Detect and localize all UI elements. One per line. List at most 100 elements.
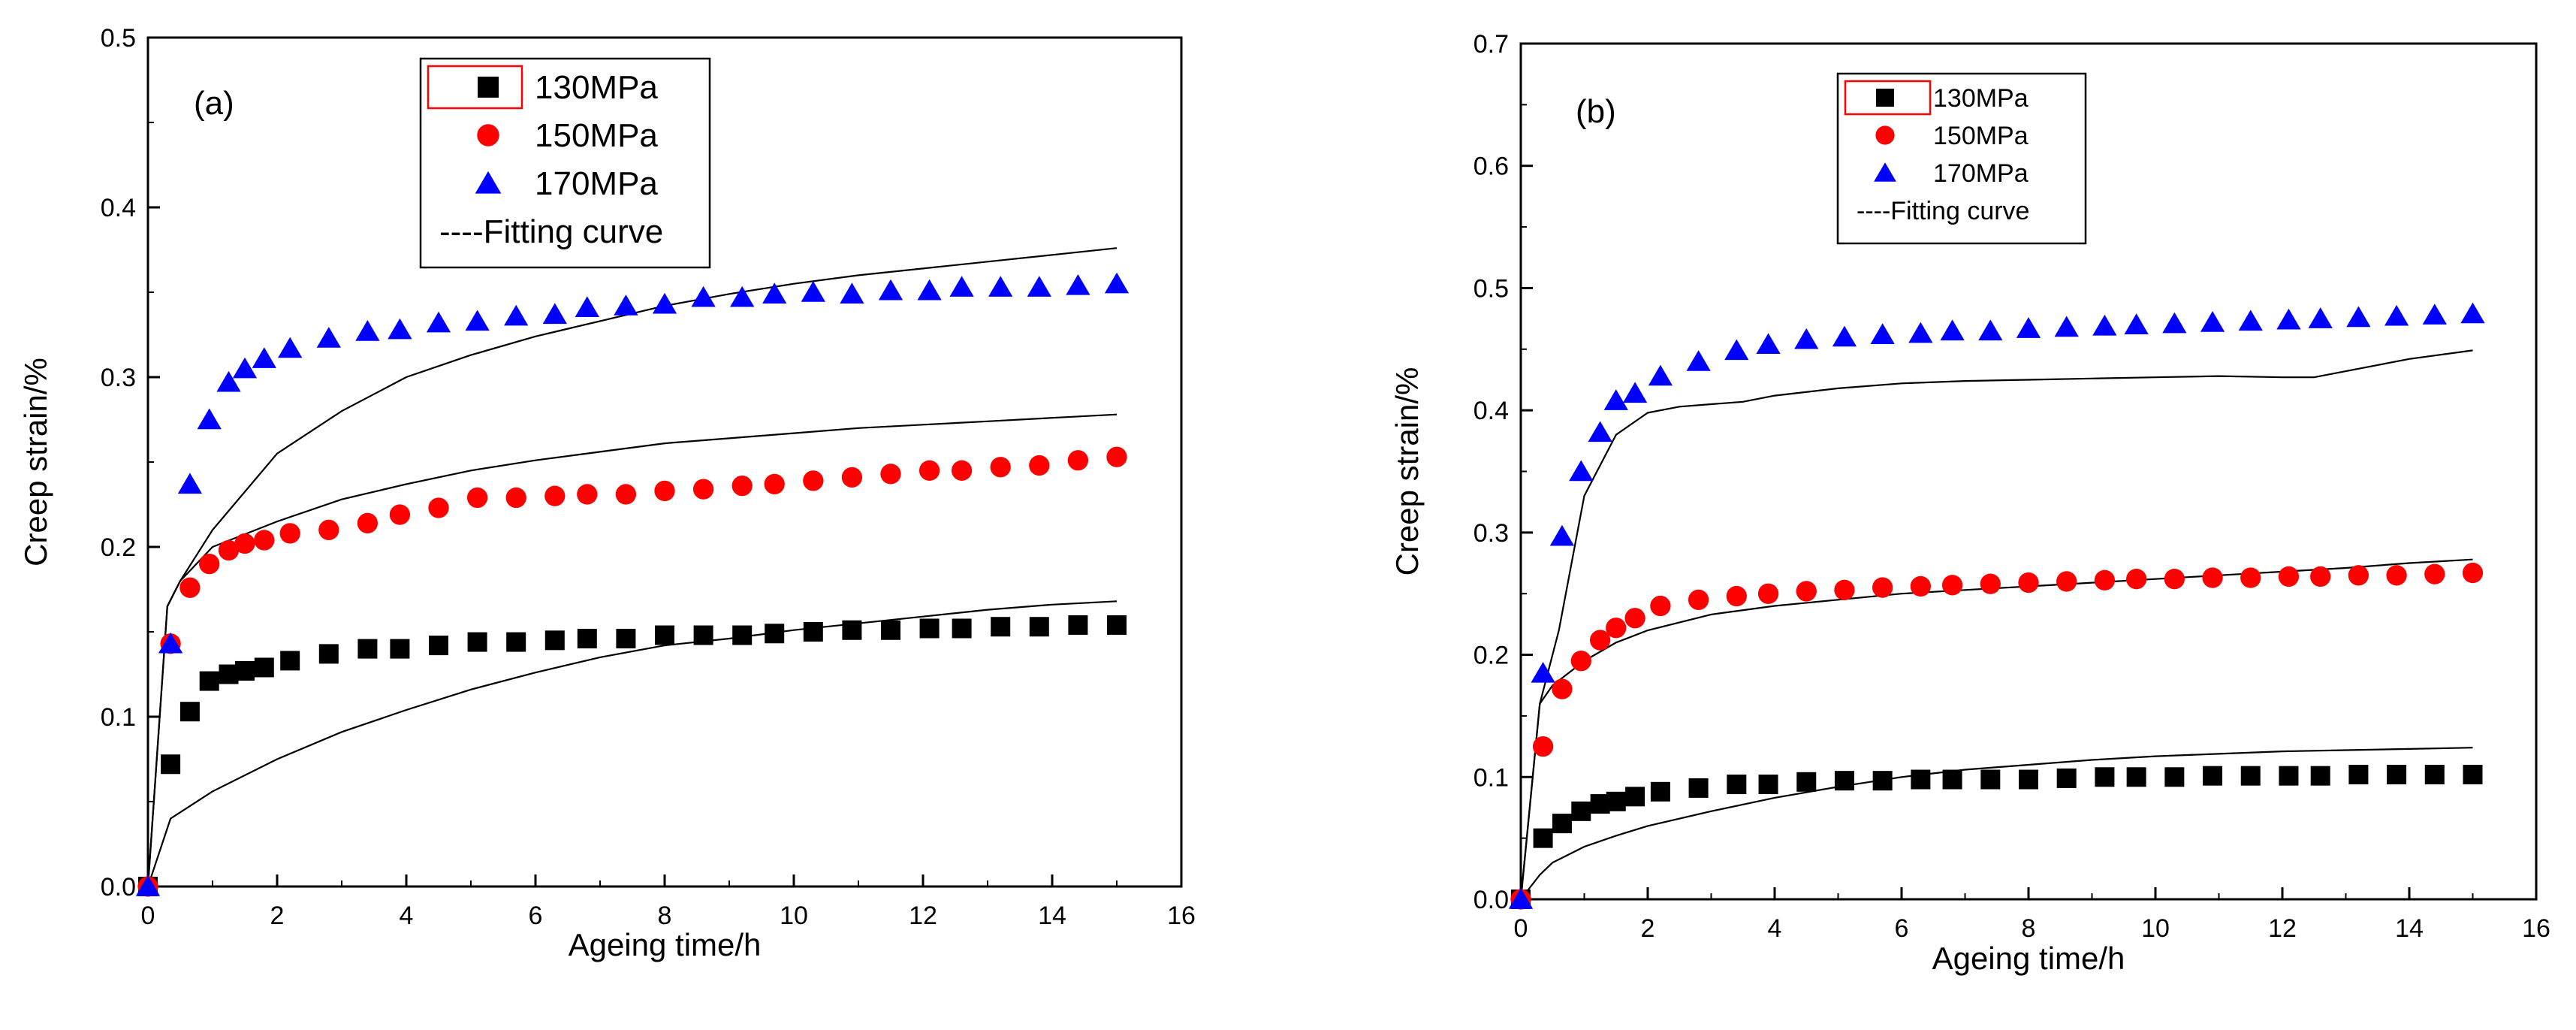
data-point xyxy=(1029,617,1049,637)
data-point xyxy=(1870,323,1895,344)
y-axis-title: Creep strain/% xyxy=(18,358,53,566)
data-point xyxy=(177,473,203,494)
data-point xyxy=(693,625,713,645)
data-point xyxy=(2018,572,2039,594)
data-point xyxy=(990,457,1011,478)
data-point xyxy=(390,639,410,659)
data-point xyxy=(1980,769,2001,790)
data-point xyxy=(135,875,161,896)
data-point xyxy=(318,644,339,664)
data-point xyxy=(880,464,901,485)
data-point xyxy=(1650,595,1671,617)
y-tick-label: 0.1 xyxy=(101,703,136,732)
data-point xyxy=(2308,307,2333,328)
y-tick-label: 0.7 xyxy=(1474,30,1509,59)
legend-label-fitting: ----Fitting curve xyxy=(1857,197,2029,225)
data-point xyxy=(801,281,825,302)
data-point xyxy=(1624,608,1645,629)
data-point xyxy=(1688,589,1709,610)
data-point xyxy=(1508,888,1534,909)
data-point xyxy=(1625,787,1645,807)
data-point xyxy=(1589,630,1611,651)
data-point xyxy=(1066,274,1090,295)
x-tick-label: 10 xyxy=(780,902,808,930)
data-point xyxy=(316,327,341,348)
data-point xyxy=(544,485,566,506)
data-point xyxy=(505,487,526,509)
data-point xyxy=(731,475,753,497)
data-point xyxy=(2238,310,2263,331)
data-point xyxy=(1796,581,1817,602)
data-point xyxy=(2386,565,2407,586)
data-point xyxy=(1027,276,1051,297)
y-tick-label: 0.0 xyxy=(101,873,136,902)
data-point xyxy=(730,285,755,307)
data-point xyxy=(389,504,411,525)
data-point xyxy=(1834,579,1855,600)
data-point xyxy=(2126,569,2147,590)
data-point xyxy=(1104,272,1130,294)
data-point xyxy=(1552,814,1572,834)
data-point xyxy=(1796,772,1817,792)
data-point xyxy=(318,519,339,541)
legend-label: 130MPa xyxy=(1933,84,2029,113)
y-tick-label: 0.4 xyxy=(101,194,136,222)
data-point xyxy=(252,347,276,368)
data-point xyxy=(878,279,903,301)
x-axis-title: Ageing time/h xyxy=(569,927,762,962)
x-tick-label: 4 xyxy=(1768,914,1782,943)
data-point xyxy=(542,303,567,325)
x-tick-label: 4 xyxy=(400,902,414,930)
data-point xyxy=(1570,651,1591,672)
data-point xyxy=(161,754,181,775)
data-point xyxy=(1910,575,1932,597)
data-point xyxy=(1067,450,1089,471)
data-point xyxy=(654,480,675,502)
data-point xyxy=(1531,662,1555,683)
legend: 130MPa 150MPa 170MPa ----Fitting curve xyxy=(419,57,711,269)
data-point xyxy=(179,702,200,722)
data-point xyxy=(919,618,940,639)
data-point xyxy=(2424,765,2445,785)
legend-label: 150MPa xyxy=(1933,122,2029,150)
data-point xyxy=(2092,314,2117,336)
data-point xyxy=(1622,382,1648,403)
data-point xyxy=(655,625,674,645)
data-point xyxy=(2203,766,2223,786)
data-point xyxy=(357,639,378,659)
x-tick-label: 16 xyxy=(2522,914,2550,943)
series-170MPa xyxy=(135,272,1130,896)
series-170MPa xyxy=(1508,302,2485,909)
data-point xyxy=(1940,319,1965,341)
data-point xyxy=(1794,328,1819,349)
data-point xyxy=(2200,311,2225,332)
data-point xyxy=(1068,615,1088,635)
legend-marker-170MPa xyxy=(475,171,502,194)
data-point xyxy=(467,632,487,652)
data-point xyxy=(951,460,973,481)
legend-highlight-box xyxy=(1844,80,1932,116)
data-point xyxy=(575,296,599,318)
data-point xyxy=(2346,306,2371,328)
data-point xyxy=(428,497,449,518)
data-point xyxy=(2348,565,2369,586)
data-point xyxy=(235,660,255,681)
data-point xyxy=(1532,735,1554,757)
data-point xyxy=(2463,765,2483,785)
data-point xyxy=(426,311,451,333)
data-point xyxy=(1029,455,1050,476)
x-tick-label: 10 xyxy=(2141,914,2170,943)
data-point xyxy=(1533,828,1553,848)
data-point xyxy=(1726,585,1747,607)
data-point xyxy=(2384,304,2409,326)
data-point xyxy=(2240,766,2261,786)
x-tick-label: 16 xyxy=(1167,902,1196,930)
data-point xyxy=(218,539,240,561)
data-point xyxy=(2460,302,2485,324)
data-point xyxy=(279,523,300,544)
data-point xyxy=(1606,791,1626,811)
data-point xyxy=(1549,524,1575,546)
x-tick-label: 8 xyxy=(658,902,672,930)
data-point xyxy=(577,629,597,649)
